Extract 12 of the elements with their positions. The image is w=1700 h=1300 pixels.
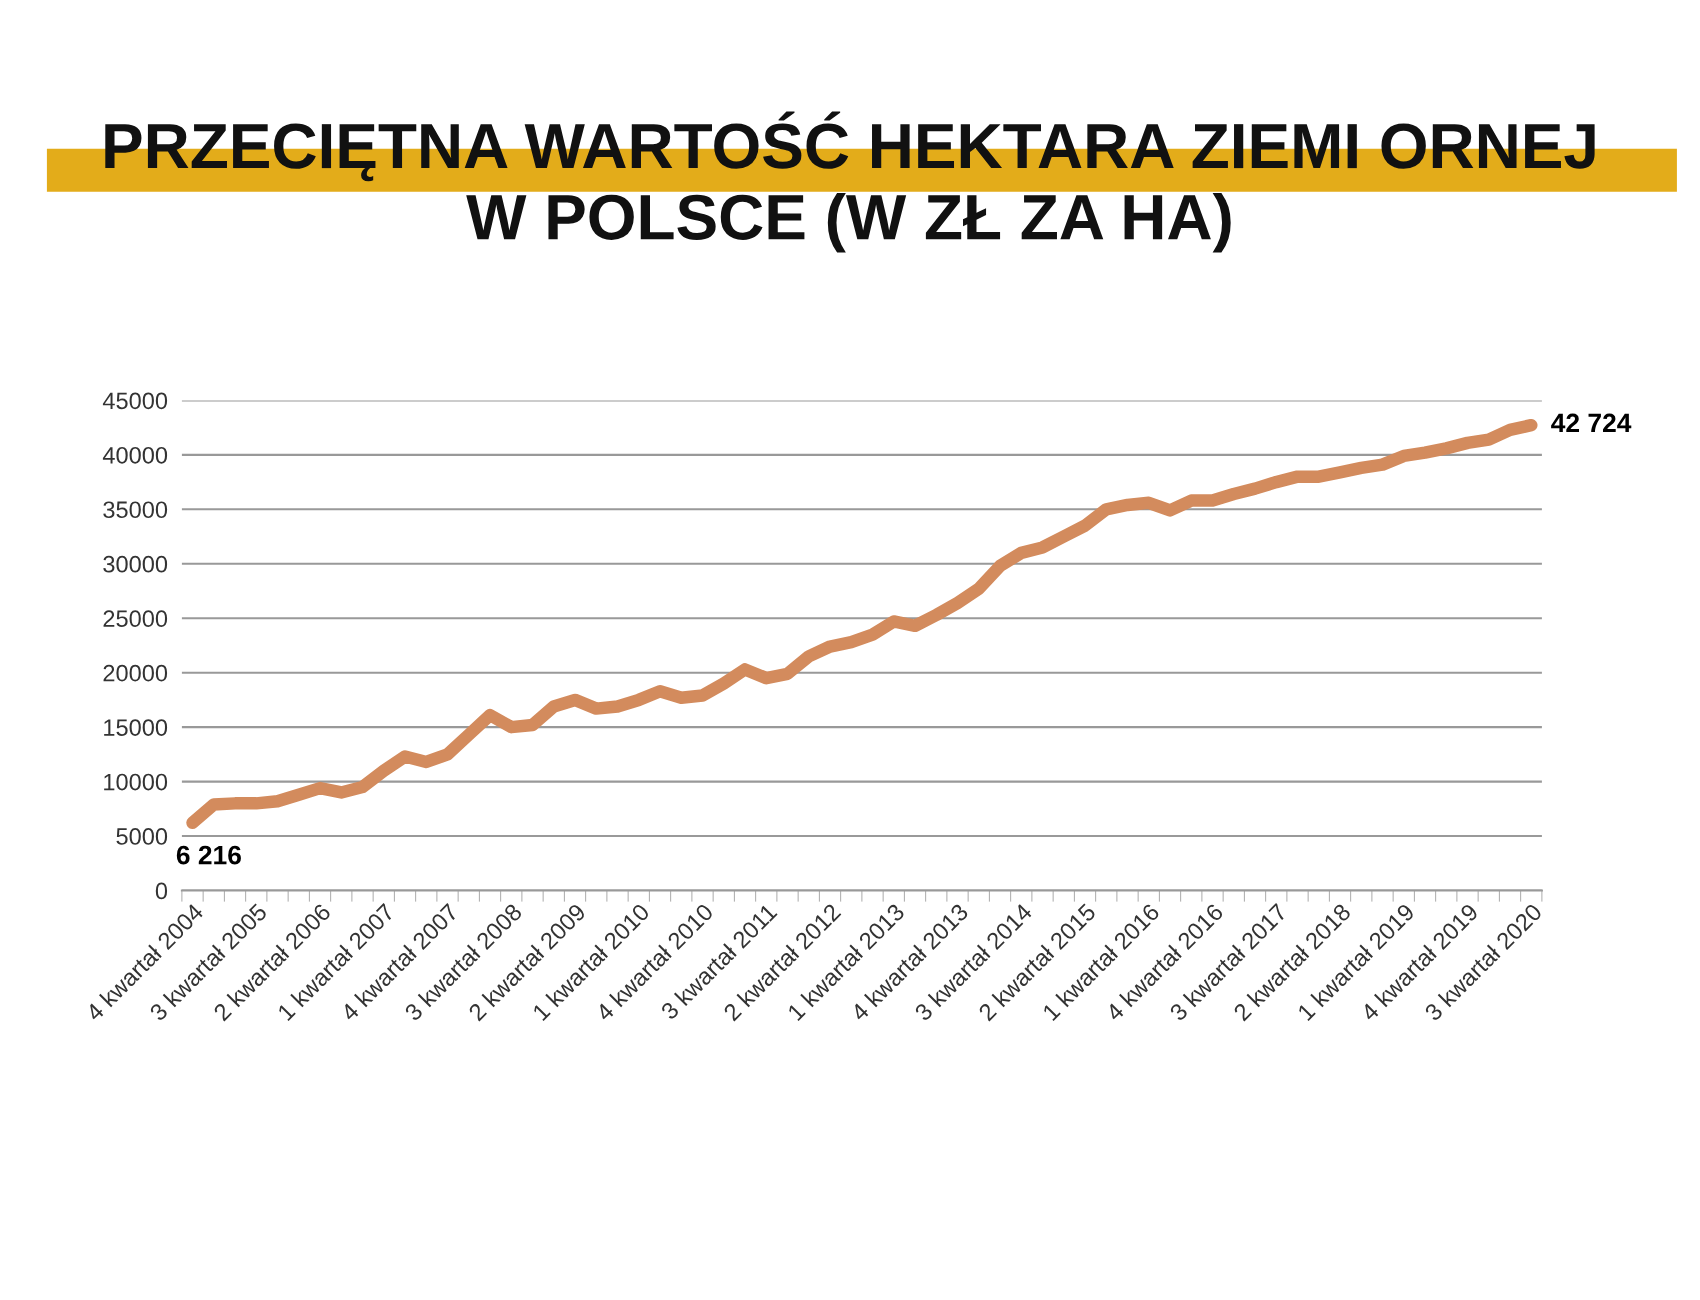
y-tick-label: 0	[155, 882, 168, 900]
y-tick-label: 45000	[102, 392, 168, 410]
y-tick-label: 20000	[103, 664, 168, 682]
y-tick-label: 10000	[104, 773, 168, 791]
y-tick-label: 15000	[104, 719, 168, 736]
y-tick-label: 5000	[116, 828, 168, 845]
data-label: 6 216	[176, 845, 241, 865]
y-tick-label: 40000	[102, 446, 168, 464]
y-tick-label: 25000	[103, 610, 168, 628]
y-tick-label: 30000	[103, 555, 168, 573]
data-label: 42 724	[1551, 413, 1632, 433]
y-tick-label: 35000	[103, 501, 168, 519]
